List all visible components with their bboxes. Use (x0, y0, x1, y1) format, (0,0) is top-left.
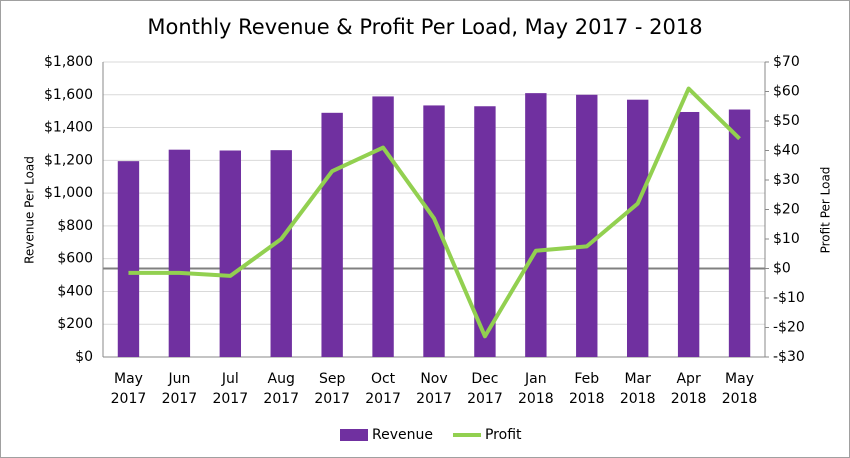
y2-tick-label: $30 (773, 172, 800, 188)
bar (525, 93, 547, 357)
bar (321, 112, 343, 357)
x-tick-label: Oct 2017 (365, 371, 401, 407)
bar (372, 96, 394, 358)
x-tick-label: Apr 2018 (671, 371, 707, 407)
x-tick-label: Aug 2017 (263, 371, 299, 407)
y-tick-label: $400 (57, 283, 93, 299)
x-tick-label: May 2017 (111, 371, 147, 407)
bar (168, 149, 191, 357)
x-tick-label: Jul 2017 (212, 371, 248, 407)
y2-tick-label: $20 (773, 202, 800, 218)
x-tick-label: Dec 2017 (467, 371, 503, 407)
bar (677, 111, 700, 357)
y2-axis-title: Profit Per Load (819, 167, 833, 254)
y-tick-label: $1,400 (44, 120, 93, 136)
x-tick-label: Mar 2018 (620, 371, 656, 407)
y-tick-label: $1,200 (44, 152, 93, 168)
y2-tick-label: $70 (773, 54, 800, 70)
y2-tick-label: $40 (773, 143, 800, 159)
legend-label: Revenue (372, 427, 433, 443)
x-tick-label: Nov 2017 (416, 371, 452, 407)
y-tick-label: $1,800 (44, 54, 93, 70)
bar (626, 99, 649, 357)
y-tick-label: $200 (57, 316, 93, 332)
y2-tick-label: -$10 (773, 290, 805, 306)
legend-swatch (340, 429, 368, 441)
y-tick-label: $800 (57, 218, 93, 234)
x-tick-label: Jun 2017 (162, 371, 198, 407)
x-tick-label: Jan 2018 (518, 371, 554, 407)
bar (728, 109, 751, 358)
y2-tick-label: -$30 (773, 349, 805, 365)
y2-tick-label: $60 (773, 84, 800, 100)
x-tick-label: Sep 2017 (314, 371, 350, 407)
y2-tick-label: $50 (773, 113, 800, 129)
legend-label: Profit (485, 427, 522, 443)
y-tick-label: $1,600 (44, 87, 93, 103)
bar (474, 106, 496, 357)
y-tick-label: $0 (75, 349, 93, 365)
x-tick-label: Feb 2018 (569, 371, 605, 407)
chart-title: Monthly Revenue & Profit Per Load, May 2… (147, 15, 702, 39)
y-tick-label: $1,000 (44, 185, 93, 201)
bar (270, 150, 292, 357)
bar (423, 105, 445, 357)
bar (117, 161, 140, 357)
y2-tick-label: -$20 (773, 320, 805, 336)
x-tick-label: May 2018 (722, 371, 758, 407)
bar (576, 94, 598, 358)
y-tick-label: $600 (57, 251, 93, 267)
y2-tick-label: $0 (773, 261, 791, 277)
y-axis-title: Revenue Per Load (23, 156, 37, 264)
y2-tick-label: $10 (773, 231, 800, 247)
bar (219, 150, 242, 357)
line (128, 86, 741, 339)
